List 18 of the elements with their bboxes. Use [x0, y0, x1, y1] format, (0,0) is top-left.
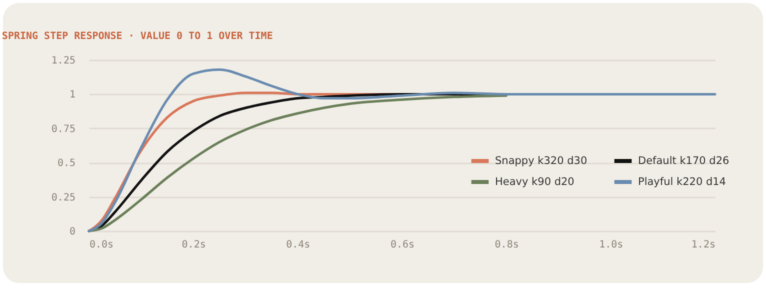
legend-label: Heavy k90 d20: [495, 176, 574, 188]
x-tick-label: 0.6s: [390, 240, 415, 250]
x-tick-label: 1.0s: [599, 240, 624, 250]
y-tick-label: 1.25: [51, 56, 76, 66]
y-tick-label: 0.5: [57, 158, 76, 170]
chart-title: SPRING STEP RESPONSE · VALUE 0 TO 1 OVER TIME: [2, 31, 273, 42]
y-tick-label: 1: [69, 90, 76, 101]
legend-label: Playful k220 d14: [638, 176, 726, 188]
x-tick-label: 0.0s: [90, 240, 114, 250]
legend-label: Snappy k320 d30: [495, 155, 588, 167]
x-tick-label: 1.2s: [691, 240, 716, 250]
x-tick-label: 0.4s: [286, 240, 310, 250]
legend-label: Default k170 d26: [638, 155, 730, 167]
y-tick-label: 0.25: [51, 192, 76, 204]
x-tick-label: 0.2s: [182, 240, 206, 250]
y-tick-label: 0.75: [51, 124, 76, 135]
x-tick-label: 0.8s: [494, 240, 519, 250]
y-tick-label: 0: [69, 226, 76, 238]
